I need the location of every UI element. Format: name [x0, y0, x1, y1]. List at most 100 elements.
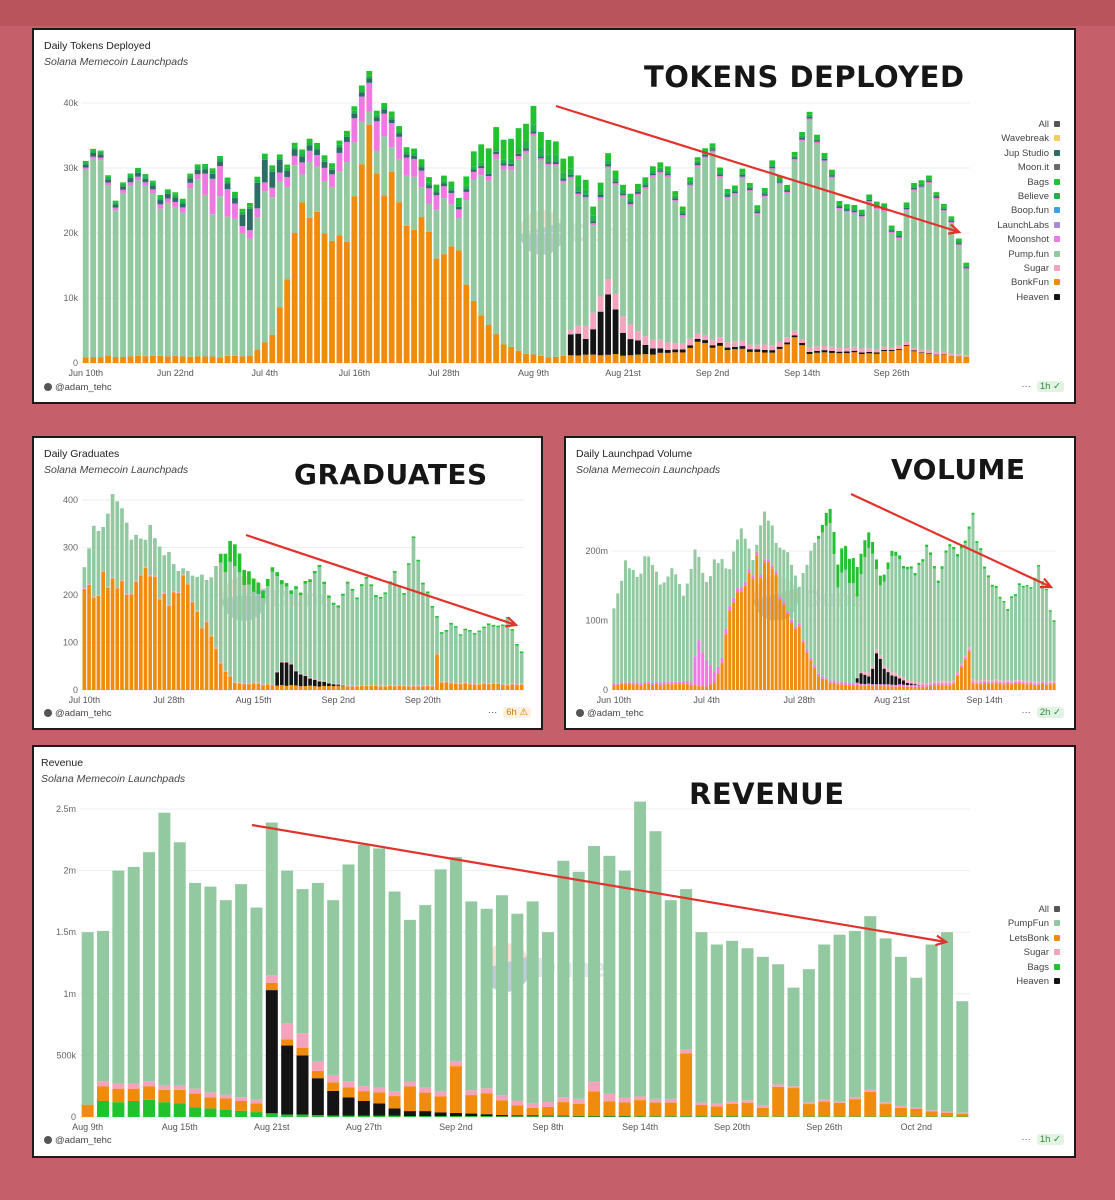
bar-moonshot — [909, 685, 913, 687]
bar-pump — [430, 607, 435, 686]
bar-moonshot — [239, 226, 246, 233]
bar-believe — [523, 140, 529, 149]
bar-moonshot — [732, 193, 738, 195]
more-options-button[interactable]: ··· — [1021, 1134, 1031, 1145]
legend-item[interactable]: LetsBonk — [1008, 932, 1060, 946]
legend-item[interactable]: Heaven — [997, 291, 1060, 305]
bar-bonk — [202, 356, 209, 363]
bar-bags — [746, 182, 753, 187]
legend-item[interactable]: BonkFun — [997, 276, 1060, 290]
bar-pump — [82, 169, 89, 358]
bar-heaven — [898, 678, 902, 685]
bar-bonk — [851, 352, 858, 363]
legend-item[interactable]: Moonshot — [997, 233, 1060, 247]
bar-moonshot — [269, 187, 276, 198]
legend-item[interactable]: LaunchLabs — [997, 219, 1060, 233]
bar-moonshot — [821, 160, 828, 162]
bar-bags — [855, 566, 859, 597]
more-options-button[interactable]: ··· — [1021, 381, 1031, 392]
legend-item[interactable]: Sugar — [997, 262, 1060, 276]
bar-bags — [403, 1116, 416, 1117]
more-options-button[interactable]: ··· — [487, 707, 498, 718]
bar-sugar — [894, 673, 898, 677]
x-tick-label: Aug 27th — [346, 1122, 382, 1132]
bar-bags — [105, 175, 112, 177]
bar-pump — [605, 168, 611, 280]
bar-bags — [710, 1116, 723, 1117]
bar-bonk — [590, 354, 597, 363]
bar-sugar — [250, 1099, 263, 1104]
bar-jup — [82, 164, 89, 168]
bar-bonk — [666, 683, 670, 690]
bars — [81, 801, 969, 1117]
freshness-badge[interactable]: 1h ✓ — [1036, 381, 1064, 392]
bar-believe — [732, 189, 738, 192]
freshness-badge[interactable]: 2h ✓ — [1036, 707, 1064, 718]
bar-pumpfun — [557, 860, 570, 1098]
legend-label: Wavebreak — [1001, 133, 1049, 145]
bar-pump — [239, 232, 246, 357]
bar-bonk — [515, 350, 522, 363]
bar-pump — [921, 561, 925, 683]
bar-pump — [314, 166, 320, 212]
bar-pump — [167, 551, 171, 605]
bar-bonk — [143, 567, 148, 690]
bar-pump — [836, 587, 840, 683]
bar-pump — [228, 561, 232, 676]
more-options-button[interactable]: ··· — [1021, 707, 1031, 718]
bar-bags — [265, 1113, 278, 1117]
bar-moonshot — [990, 682, 994, 685]
legend-item[interactable]: PumpFun — [1008, 917, 1060, 931]
bar-pump — [627, 205, 634, 325]
bar-moonshot — [766, 559, 770, 563]
legend-item[interactable]: Pump.fun — [997, 248, 1060, 262]
legend-item[interactable]: Wavebreak — [997, 132, 1060, 146]
legend-item[interactable]: All — [1008, 903, 1060, 917]
bar-moonshot — [209, 178, 216, 215]
bar-bonk — [890, 686, 894, 690]
bar-bags — [754, 205, 761, 209]
bar-moonshot — [276, 172, 283, 182]
freshness-badge[interactable]: 6h ⚠ — [503, 707, 531, 718]
legend-item[interactable]: Boop.fun — [997, 204, 1060, 218]
legend-swatch — [1054, 121, 1060, 127]
bar-jup — [299, 156, 306, 163]
legend-item[interactable]: Bags — [1008, 961, 1060, 975]
bar-bags — [844, 545, 848, 570]
legend-item[interactable]: Jup Studio — [997, 147, 1060, 161]
bar-sugar — [312, 678, 317, 680]
legend-item[interactable]: Sugar — [1008, 946, 1060, 960]
bar-letsbonk — [235, 1100, 248, 1111]
author-credit[interactable]: @adam_tehc — [44, 382, 112, 393]
bar-moonshot — [485, 176, 492, 181]
author-credit[interactable]: @adam_tehc — [576, 708, 644, 719]
bar-moonshot — [291, 155, 298, 166]
bar-pump — [142, 185, 149, 357]
freshness-badge[interactable]: 1h ✓ — [1036, 1134, 1064, 1145]
author-credit[interactable]: @adam_tehc — [44, 1135, 112, 1146]
bar-pumpfun — [925, 944, 938, 1111]
bar-sugar — [986, 680, 990, 682]
bar-jup — [232, 197, 238, 204]
bar-bonk — [866, 353, 873, 363]
bar-bags — [634, 1116, 647, 1117]
bar-sugar — [542, 1102, 554, 1108]
bar-bonk — [247, 684, 251, 690]
bar-sugar — [280, 661, 284, 663]
bar-bags — [990, 584, 994, 587]
bar-sugar — [620, 316, 626, 333]
bar-pump — [881, 211, 888, 347]
bar-sugar — [1025, 681, 1029, 683]
bar-believe — [418, 164, 425, 168]
bar-jup — [538, 156, 544, 159]
bar-bags — [1017, 583, 1021, 586]
legend-item[interactable]: Heaven — [1008, 975, 1060, 989]
author-credit[interactable]: @adam_tehc — [44, 708, 112, 719]
legend-item[interactable]: Believe — [997, 190, 1060, 204]
legend-item[interactable]: All — [997, 118, 1060, 132]
bar-jup — [358, 92, 365, 97]
legend-item[interactable]: Moon.it — [997, 161, 1060, 175]
bar-bonk — [120, 581, 124, 690]
legend-item[interactable]: Bags — [997, 176, 1060, 190]
bar-jup — [642, 185, 649, 188]
